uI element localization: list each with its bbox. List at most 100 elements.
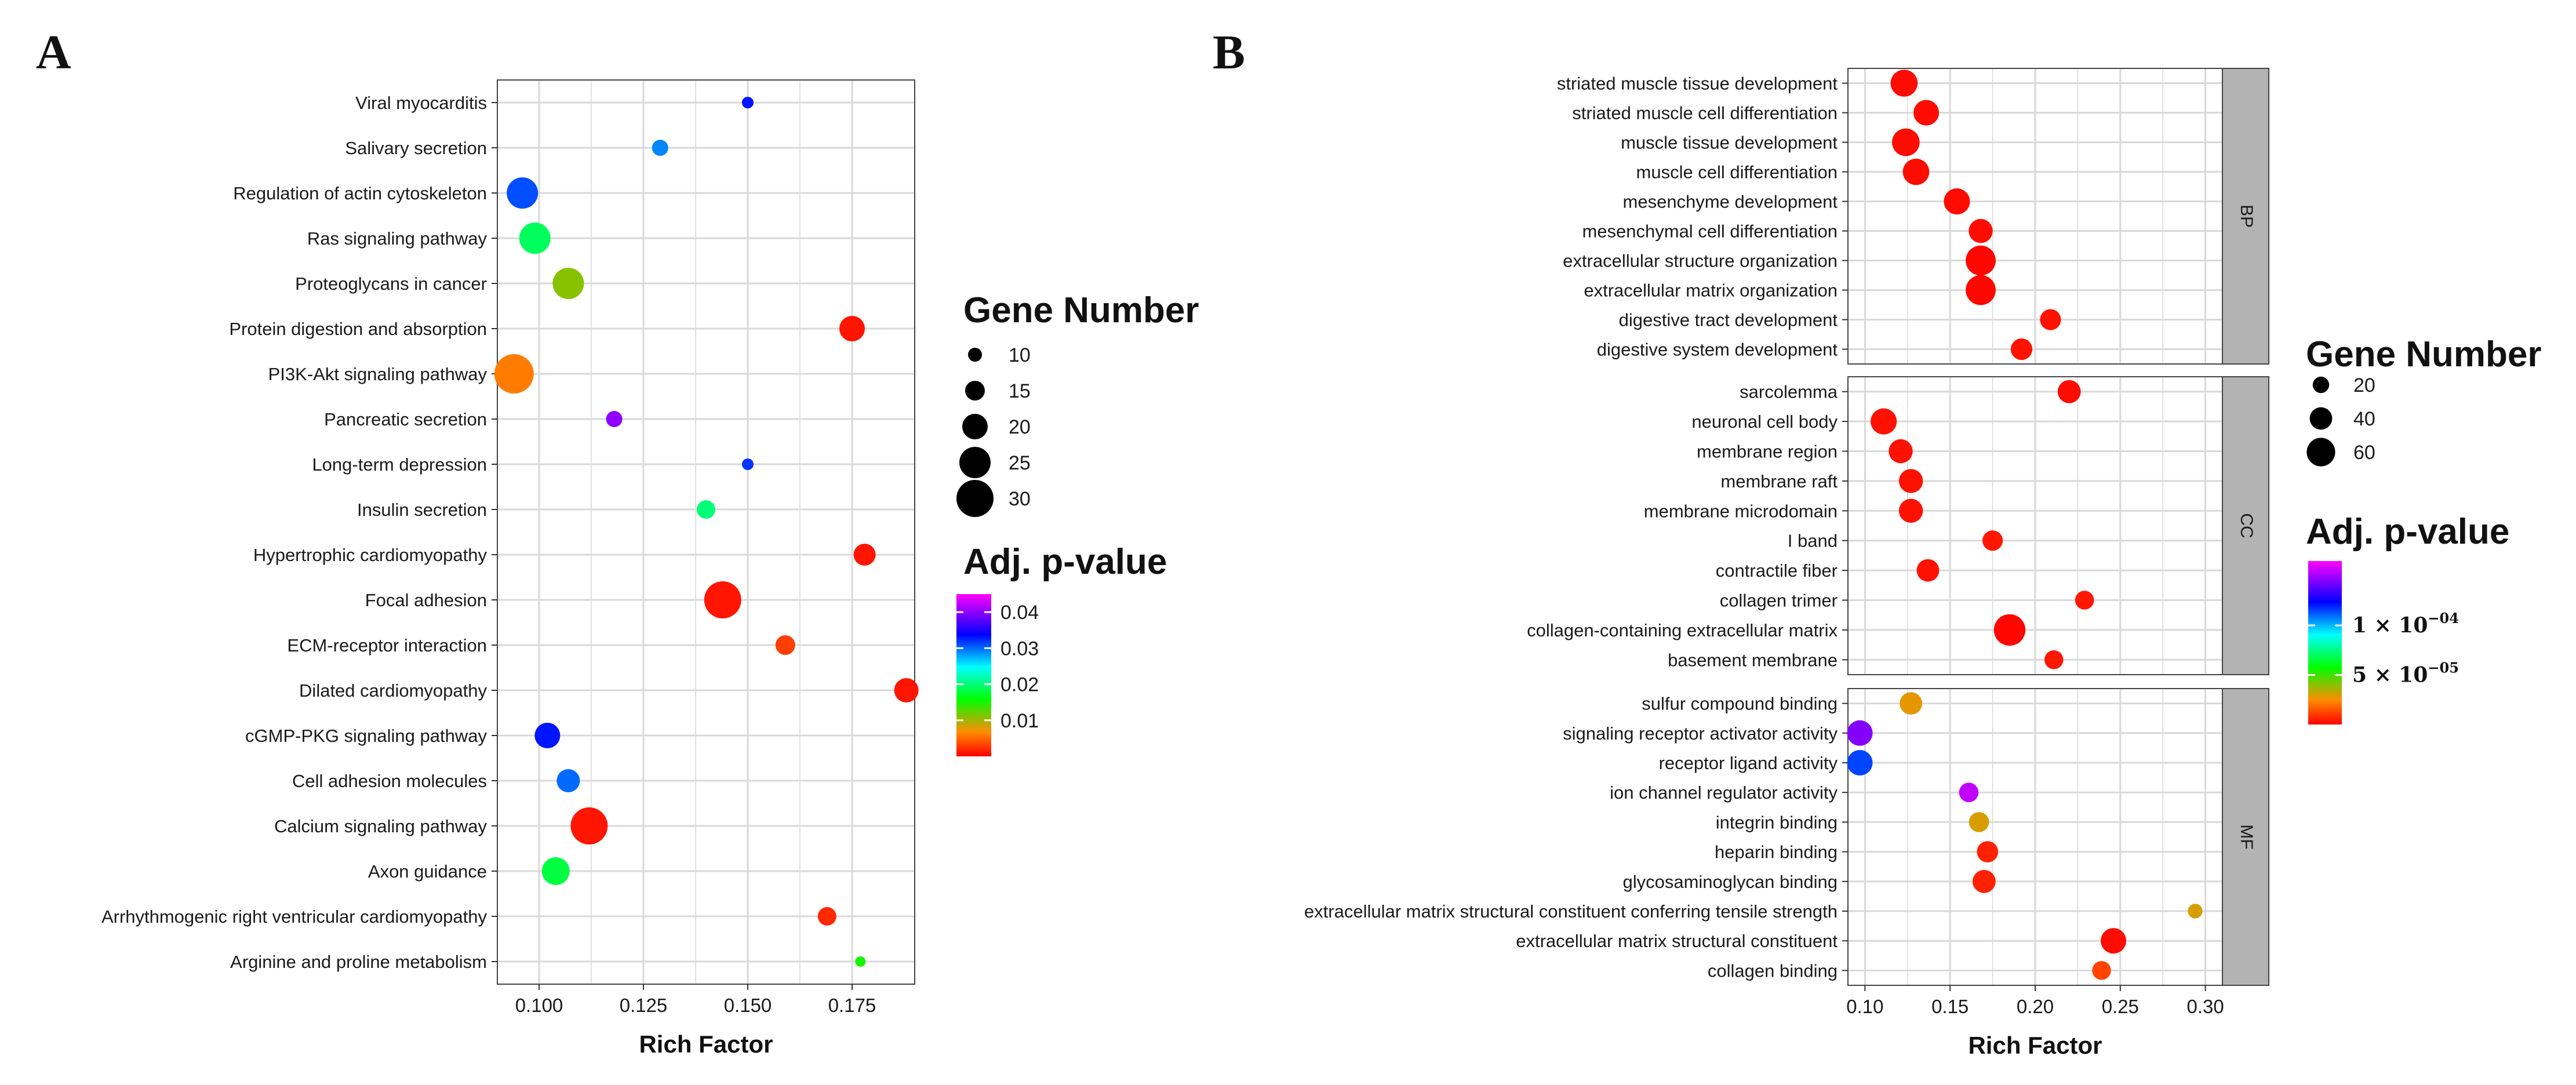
category-label-digestive-tract-development: digestive tract development [1619, 310, 1838, 330]
panel-letter-b: B [1213, 26, 1245, 79]
plot-b: BP striated muscle tissue development stri… [1304, 68, 2269, 1059]
point-salivary-secretion [652, 140, 668, 156]
point-membrane-region [1889, 439, 1913, 464]
point-arrhythmogenic-right-ventricular-cardiomyopathy [817, 907, 836, 926]
category-label-extracellular-matrix-structural-constituent: extracellular matrix structural constitu… [1516, 931, 1838, 951]
legend-b-size-label-60: 60 [2353, 442, 2375, 464]
plot-a: Viral myocarditis Salivary secretion Regul… [101, 79, 919, 1058]
legend-a-size-dot-10 [968, 348, 982, 362]
point-receptor-ligand-activity [1847, 750, 1873, 775]
category-label-mesenchyme-development: mesenchyme development [1623, 192, 1838, 212]
legend-b-colorbar [2308, 561, 2342, 724]
point-regulation-of-actin-cytoskeleton [507, 177, 539, 209]
point-extracellular-matrix-structural-constituent-conferring-tensile-strength [2188, 904, 2203, 919]
legend-a-color-title: Adj. p-value [963, 542, 1167, 582]
category-label-cell-adhesion-molecules: Cell adhesion molecules [292, 771, 487, 791]
point-digestive-tract-development [2040, 309, 2061, 330]
category-label-muscle-cell-differentiation: muscle cell differentiation [1636, 162, 1838, 183]
category-label-regulation-of-actin-cytoskeleton: Regulation of actin cytoskeleton [233, 183, 487, 203]
point-dilated-cardiomyopathy [894, 678, 919, 702]
category-label-integrin-binding: integrin binding [1716, 812, 1838, 832]
category-label-digestive-system-development: digestive system development [1597, 340, 1838, 360]
point-long-term-depression [742, 458, 754, 470]
point-insulin-secretion [697, 500, 715, 519]
category-label-ion-channel-regulator-activity: ion channel regulator activity [1610, 782, 1838, 803]
x-tick-label: 0.30 [2187, 996, 2224, 1017]
legend-a-size-dot-15 [965, 381, 985, 400]
legend-b-color-exponent: −04 [2428, 610, 2459, 627]
point-focal-adhesion [704, 581, 741, 618]
category-label-i-band: I band [1788, 531, 1838, 551]
legend-b-size-dot-40 [2309, 407, 2333, 430]
category-label-ras-signaling-pathway: Ras signaling pathway [307, 228, 487, 249]
point-axon-guidance [541, 857, 570, 885]
legend-a-size-dot-25 [959, 447, 991, 478]
legend-a-colorbar [956, 594, 991, 756]
legend-b-size-keys: 20 40 60 [2306, 374, 2375, 467]
point-protein-digestion-and-absorption [839, 316, 865, 341]
point-ecm-receptor-interaction [775, 635, 795, 655]
category-label-receptor-ligand-activity: receptor ligand activity [1659, 753, 1838, 773]
category-label-long-term-depression: Long-term depression [312, 454, 487, 475]
facet-strip-cc [2222, 376, 2269, 675]
category-label-neuronal-cell-body: neuronal cell body [1691, 412, 1838, 432]
facet-strip-label-cc: CC [2237, 513, 2256, 538]
legend-a-size-label-25: 25 [1009, 452, 1031, 474]
category-label-muscle-tissue-development: muscle tissue development [1621, 133, 1838, 153]
point-viral-myocarditis [742, 97, 754, 108]
legend-a-size-dot-30 [956, 480, 994, 517]
category-label-arginine-and-proline-metabolism: Arginine and proline metabolism [230, 952, 487, 972]
category-label-glycosaminoglycan-binding: glycosaminoglycan binding [1622, 872, 1838, 892]
point-contractile-fiber [1916, 559, 1940, 582]
point-ras-signaling-pathway [519, 223, 551, 254]
point-ion-channel-regulator-activity [1959, 782, 1979, 802]
facet-strip-label-bp: BP [2237, 205, 2256, 228]
facet-strip-mf [2222, 688, 2269, 986]
plot-a-border [497, 79, 915, 985]
legend-b-size-label-20: 20 [2353, 374, 2375, 396]
point-membrane-microdomain [1898, 498, 1923, 523]
point-glycosaminoglycan-binding [1972, 869, 1996, 893]
legend-a: Gene Number 10 15 20 25 30 Adj. p-value 0.04… [956, 290, 1199, 756]
legend-b-color-label: 5 × 10−05 [2352, 660, 2459, 687]
x-axis-title-a: Rich Factor [639, 1031, 773, 1058]
category-label-ecm-receptor-interaction: ECM-receptor interaction [287, 635, 487, 656]
x-axis-title-b: Rich Factor [1968, 1032, 2102, 1059]
category-label-membrane-region: membrane region [1697, 442, 1838, 462]
point-sulfur-compound-binding [1900, 692, 1923, 715]
category-label-membrane-raft: membrane raft [1720, 471, 1838, 491]
legend-b-size-dot-60 [2306, 438, 2335, 467]
category-label-pancreatic-secretion: Pancreatic secretion [324, 409, 487, 429]
legend-a-color-ticks: 0.04 0.03 0.02 0.01 [956, 602, 1039, 732]
category-label-extracellular-matrix-structural-constituent-conferring-tensile-strength: extracellular matrix structural constitu… [1304, 901, 1838, 922]
point-cgmp-pkg-signaling-pathway [534, 723, 561, 748]
legend-a-size-title: Gene Number [963, 290, 1199, 330]
category-label-calcium-signaling-pathway: Calcium signaling pathway [274, 816, 487, 836]
category-label-extracellular-matrix-organization: extracellular matrix organization [1584, 281, 1838, 301]
category-label-sulfur-compound-binding: sulfur compound binding [1642, 694, 1838, 714]
category-label-proteoglycans-in-cancer: Proteoglycans in cancer [295, 274, 487, 294]
point-i-band [1982, 530, 2003, 551]
point-cell-adhesion-molecules [556, 769, 580, 792]
point-digestive-system-development [2010, 338, 2033, 361]
point-collagen-containing-extracellular-matrix [1993, 614, 2026, 646]
legend-b-color-title: Adj. p-value [2306, 512, 2509, 552]
category-label-viral-myocarditis: Viral myocarditis [355, 93, 487, 113]
x-tick-label: 0.25 [2102, 996, 2139, 1017]
legend-a-color-label: 0.03 [1000, 638, 1039, 660]
legend-a-size-dot-20 [962, 414, 988, 439]
category-label-insulin-secretion: Insulin secretion [357, 500, 487, 520]
category-label-hypertrophic-cardiomyopathy: Hypertrophic cardiomyopathy [253, 545, 487, 565]
legend-b-size-title: Gene Number [2306, 334, 2542, 374]
category-label-sarcolemma: sarcolemma [1740, 382, 1838, 402]
legend-a-color-label: 0.01 [1000, 710, 1039, 732]
point-calcium-signaling-pathway [570, 807, 608, 844]
category-label-basement-membrane: basement membrane [1668, 650, 1838, 670]
point-collagen-trimer [2075, 591, 2094, 610]
x-tick-label: 0.100 [515, 995, 563, 1016]
point-basement-membrane [2044, 650, 2064, 669]
category-label-striated-muscle-cell-differentiation: striated muscle cell differentiation [1572, 103, 1838, 123]
legend-a-size-label-20: 20 [1009, 416, 1031, 438]
point-striated-muscle-cell-differentiation [1913, 100, 1940, 126]
category-label-signaling-receptor-activator-activity: signaling receptor activator activity [1563, 723, 1838, 744]
